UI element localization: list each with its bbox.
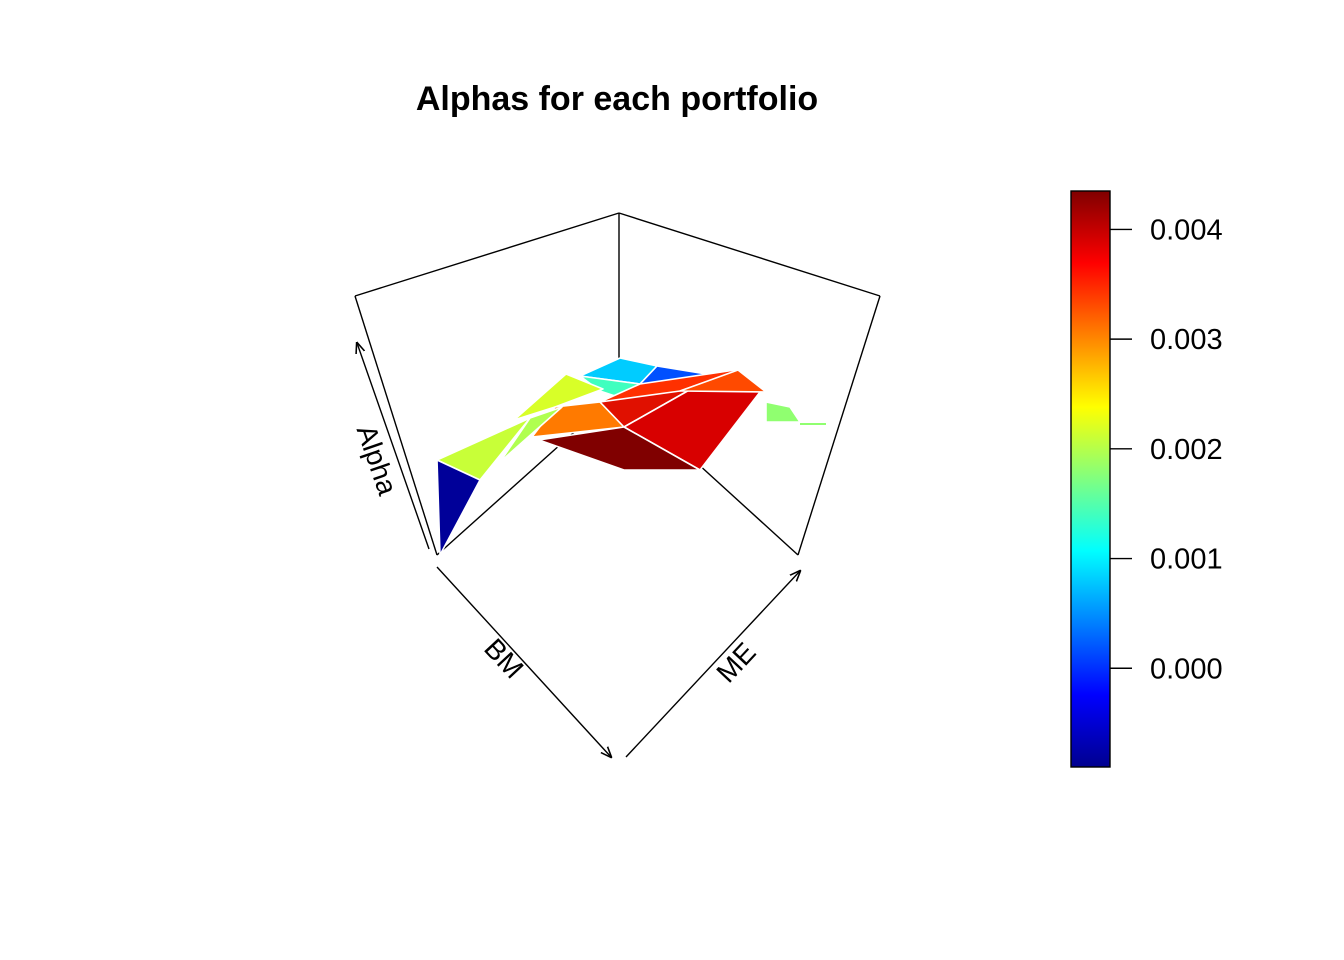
surface-facet (499, 406, 563, 463)
axes (357, 343, 800, 757)
colorbar-tick-label: 0.000 (1150, 653, 1223, 685)
z-axis-label: Alpha (351, 421, 404, 499)
x-axis-arrow (436, 566, 611, 757)
colorbar-tick-label: 0.001 (1150, 544, 1223, 576)
y-axis-arrow (625, 571, 800, 758)
surface (436, 357, 826, 556)
colorbar-tick-label: 0.003 (1150, 324, 1223, 356)
x-axis-label: BM (478, 633, 529, 685)
box-edge-back-right (618, 212, 881, 297)
colorbar-gradient (1071, 191, 1110, 767)
chart-title: Alphas for each portfolio (416, 80, 818, 118)
surface-facet (679, 369, 767, 393)
colorbar: 0.000 0.001 0.002 0.003 0.004 (1070, 190, 1223, 768)
surface-facet (765, 401, 801, 423)
surface-facet (436, 459, 481, 556)
colorbar-tick-label: 0.004 (1150, 214, 1223, 246)
box-edge-right-vertical (797, 295, 881, 556)
z-axis-arrow (357, 343, 430, 550)
box-edge-left-vertical (354, 295, 438, 556)
box-edge-back-left (354, 212, 620, 297)
y-axis-label: ME (710, 637, 761, 689)
colorbar-frame (1070, 190, 1111, 768)
colorbar-tick-label: 0.002 (1150, 434, 1223, 466)
surface-facet (538, 426, 701, 471)
surface-facet (513, 373, 604, 421)
